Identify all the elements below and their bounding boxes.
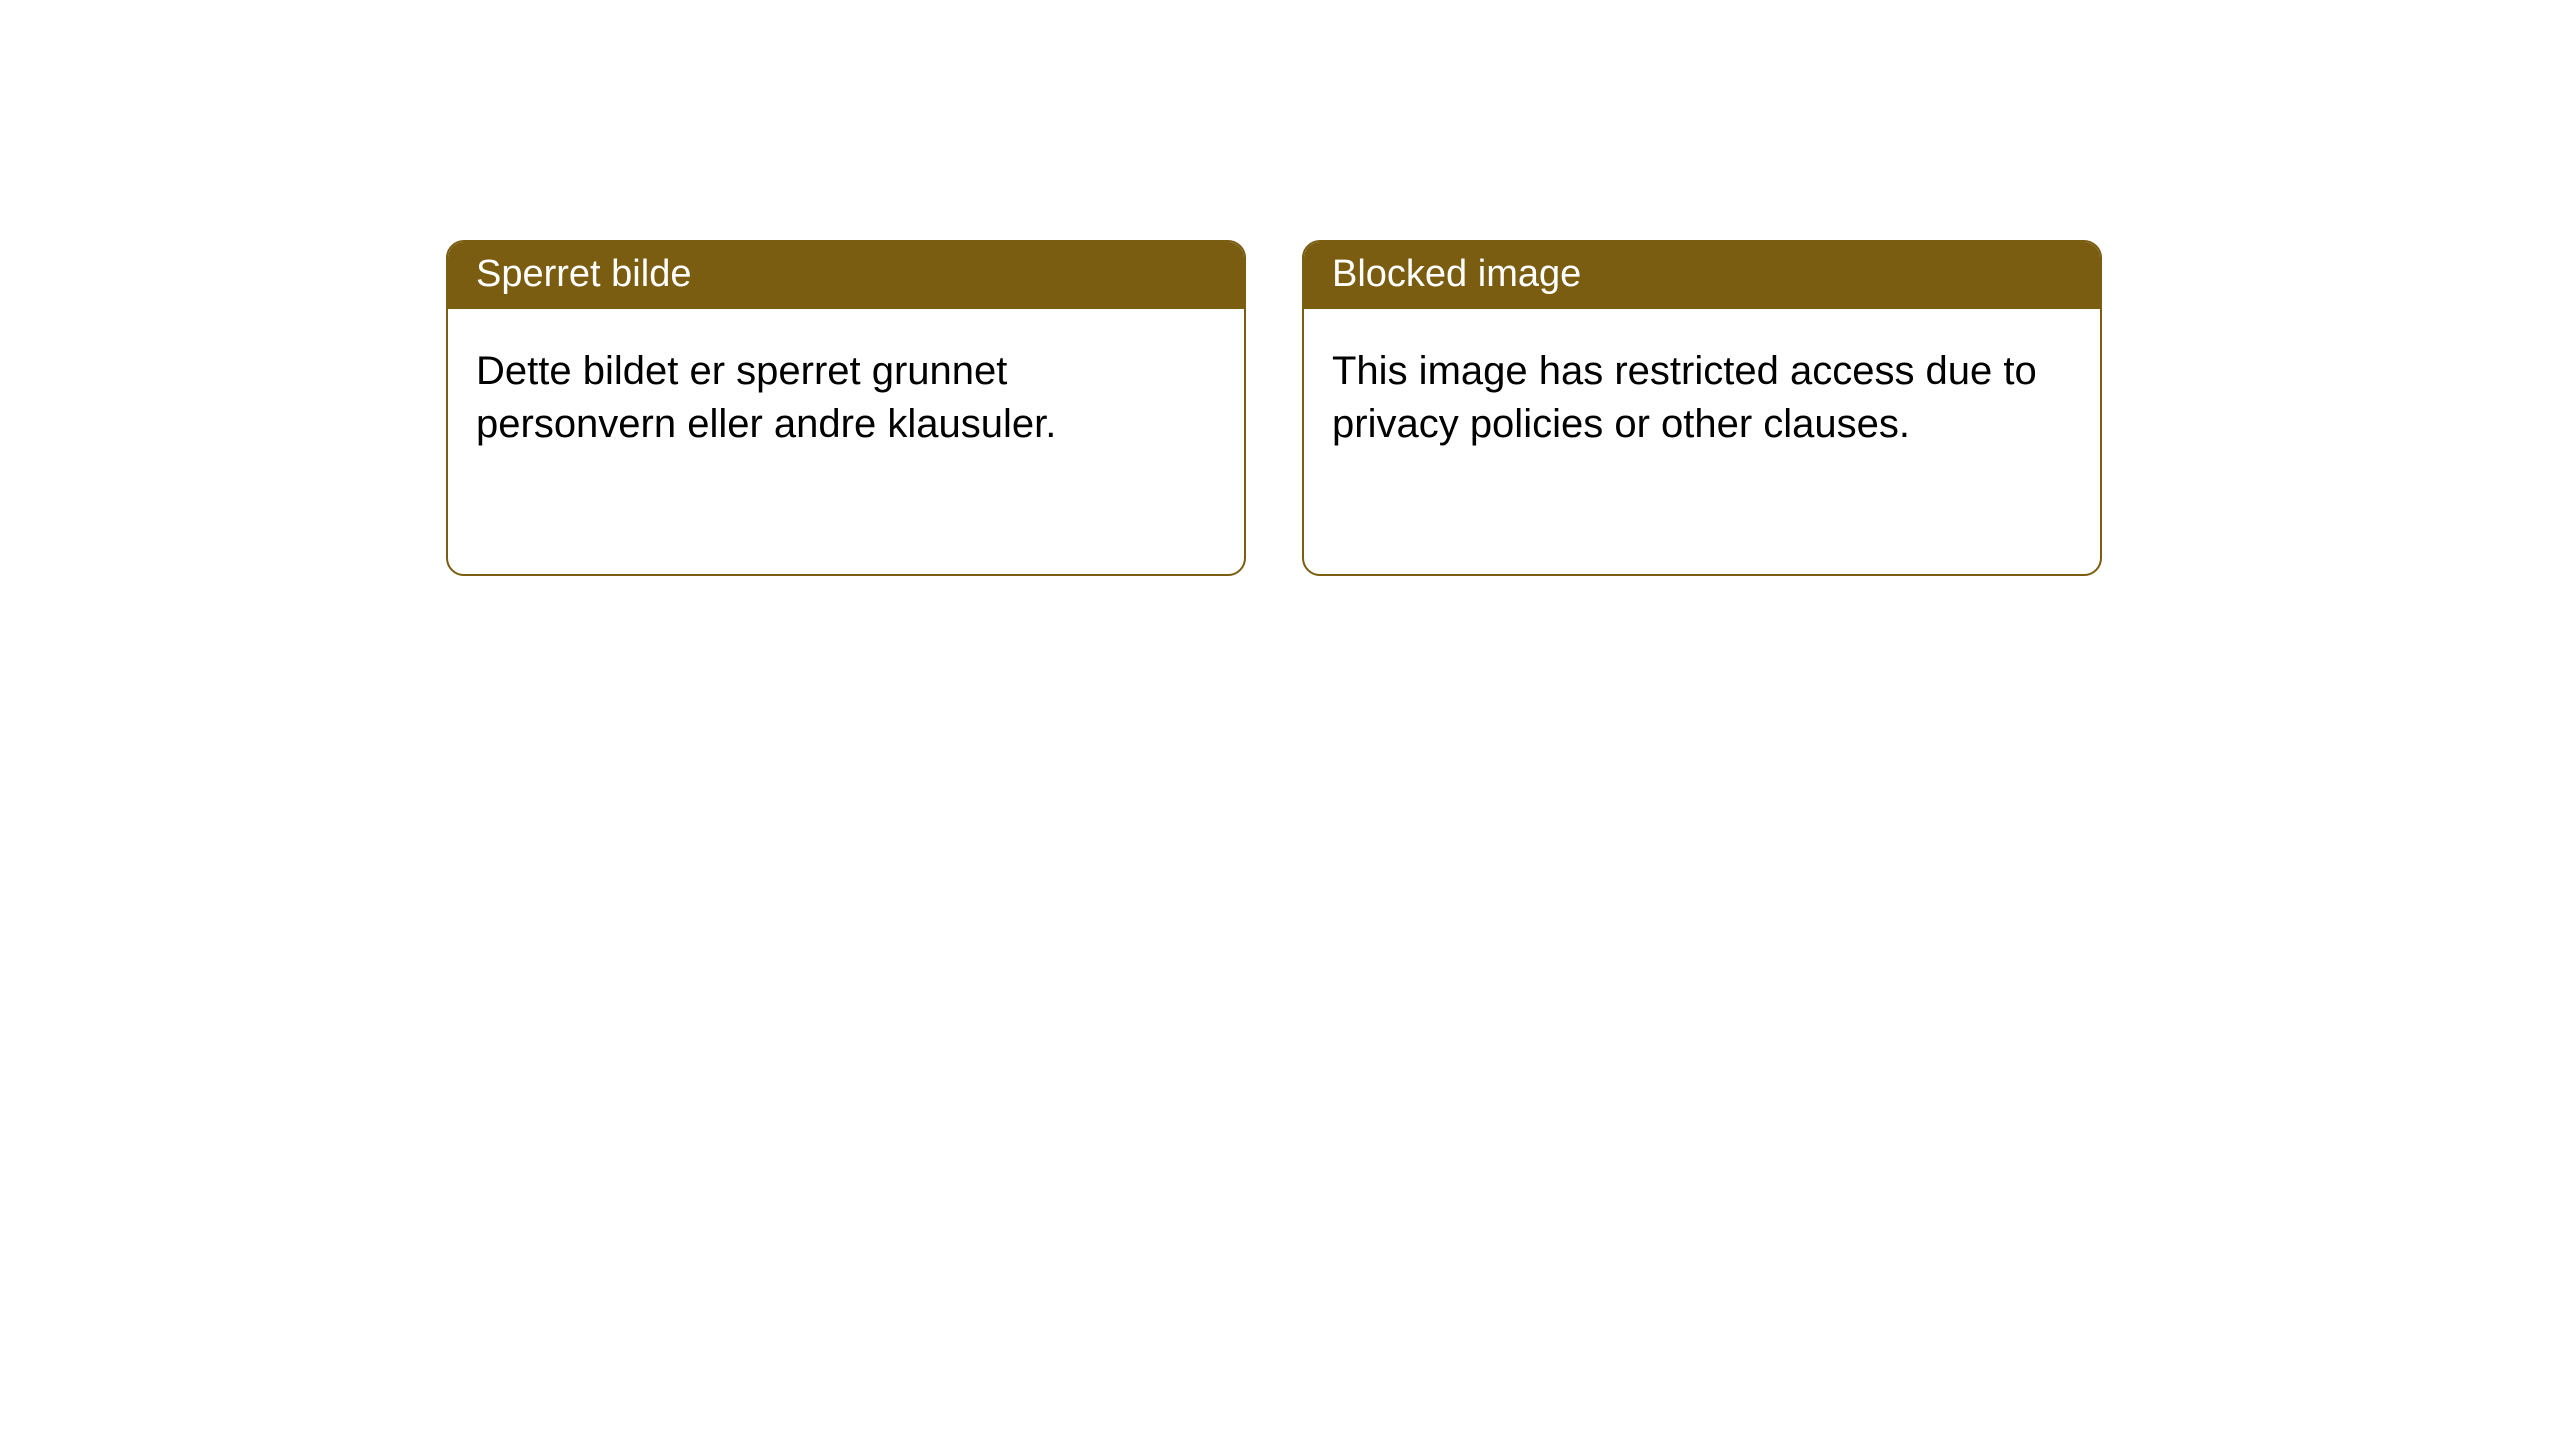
notice-text-english: This image has restricted access due to … <box>1332 349 2037 446</box>
notice-title-english: Blocked image <box>1332 253 1581 295</box>
notice-text-norwegian: Dette bildet er sperret grunnet personve… <box>476 349 1056 446</box>
notice-body-english: This image has restricted access due to … <box>1304 309 2100 487</box>
notice-box-norwegian: Sperret bilde Dette bildet er sperret gr… <box>446 240 1246 576</box>
notice-title-norwegian: Sperret bilde <box>476 253 691 295</box>
notice-box-english: Blocked image This image has restricted … <box>1302 240 2102 576</box>
notice-header-norwegian: Sperret bilde <box>448 242 1244 309</box>
notice-body-norwegian: Dette bildet er sperret grunnet personve… <box>448 309 1244 487</box>
notice-container: Sperret bilde Dette bildet er sperret gr… <box>0 0 2560 576</box>
notice-header-english: Blocked image <box>1304 242 2100 309</box>
